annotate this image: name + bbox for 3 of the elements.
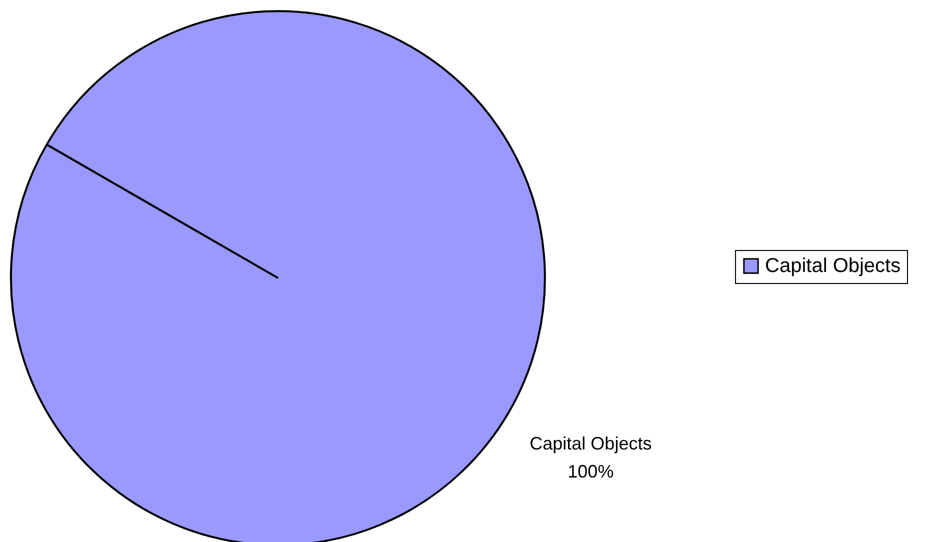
slice-label: Capital Objects (530, 433, 652, 454)
legend-label: Capital Objects (765, 255, 901, 277)
data-label: 100% (568, 461, 614, 482)
